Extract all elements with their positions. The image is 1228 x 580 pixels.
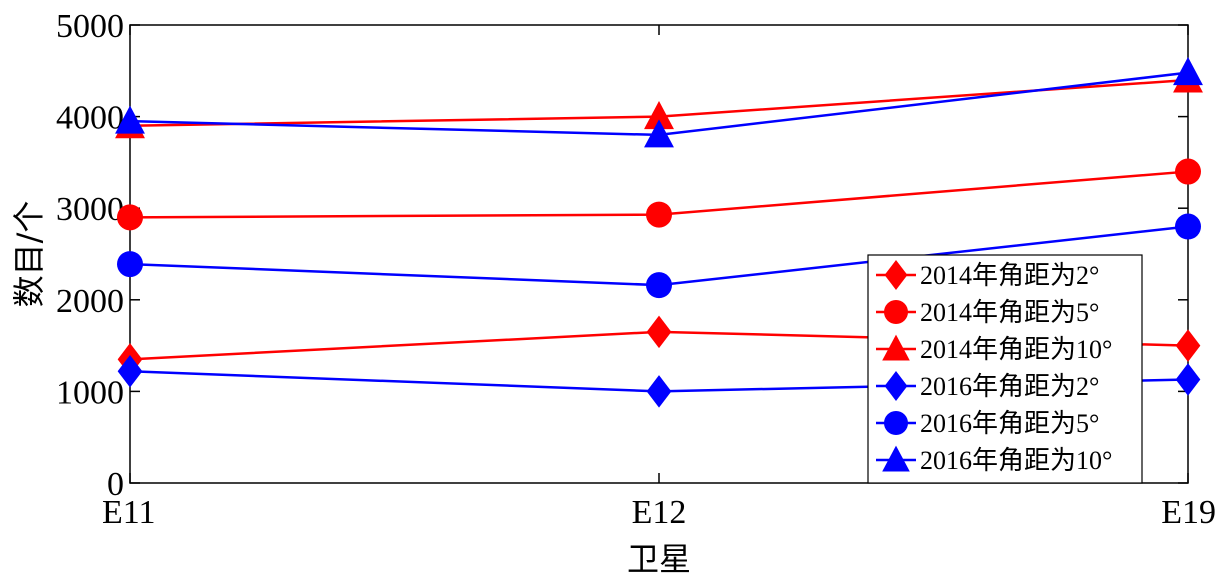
data-point bbox=[644, 101, 674, 130]
x-tick-label: E19 bbox=[1161, 494, 1216, 531]
series-2 bbox=[117, 158, 1201, 231]
legend-item: 2016年角距为2° bbox=[876, 371, 1099, 401]
y-tick-label: 0 bbox=[107, 466, 124, 503]
legend-label: 2014年角距为10° bbox=[920, 335, 1112, 364]
legend-marker bbox=[884, 411, 908, 435]
data-point bbox=[646, 375, 672, 408]
data-point bbox=[1175, 363, 1201, 396]
series-layer bbox=[115, 57, 1203, 408]
data-point bbox=[1175, 158, 1201, 185]
legend-label: 2014年角距为2° bbox=[920, 261, 1099, 290]
legend-marker bbox=[884, 371, 908, 401]
data-point bbox=[1175, 329, 1201, 362]
x-axis: E11 E12 E19 bbox=[102, 25, 1216, 531]
y-axis: 0 1000 2000 3000 4000 5000 bbox=[56, 8, 1188, 503]
legend-item: 2016年角距为5° bbox=[876, 409, 1099, 438]
x-tick-label: E12 bbox=[632, 494, 687, 531]
legend-box bbox=[867, 254, 1143, 484]
legend-label: 2014年角距为5° bbox=[920, 298, 1099, 327]
y-tick-label: 4000 bbox=[56, 100, 124, 137]
legend-item: 2014年角距为10° bbox=[876, 334, 1112, 364]
legend-item: 2014年角距为2° bbox=[876, 260, 1099, 290]
y-tick-label: 2000 bbox=[56, 283, 124, 320]
data-point bbox=[1175, 213, 1201, 240]
legend: 2014年角距为2° 2014年角距为5° 2014年角距为10° 2016年角距为2… bbox=[867, 254, 1143, 484]
data-point bbox=[644, 119, 674, 148]
data-point bbox=[646, 201, 672, 228]
x-tick-label: E11 bbox=[102, 494, 156, 531]
series-5 bbox=[117, 213, 1201, 299]
legend-label: 2016年角距为10° bbox=[920, 446, 1112, 475]
y-tick-label: 3000 bbox=[56, 191, 124, 228]
data-point bbox=[117, 204, 143, 231]
data-point bbox=[117, 251, 143, 278]
y-tick-label: 5000 bbox=[56, 8, 124, 45]
legend-item: 2016年角距为10° bbox=[876, 445, 1112, 475]
y-axis-label: 数目/个 bbox=[10, 201, 48, 308]
legend-item: 2014年角距为5° bbox=[876, 298, 1099, 327]
data-point bbox=[115, 105, 145, 134]
legend-label: 2016年角距为5° bbox=[920, 409, 1099, 438]
x-axis-label: 卫星 bbox=[627, 540, 691, 578]
data-point bbox=[646, 272, 672, 299]
legend-marker bbox=[884, 300, 908, 324]
legend-label: 2016年角距为2° bbox=[920, 372, 1099, 401]
legend-marker bbox=[882, 334, 910, 361]
data-point bbox=[646, 315, 672, 349]
legend-marker bbox=[882, 445, 910, 472]
series-6 bbox=[115, 57, 1203, 148]
data-point bbox=[117, 354, 143, 388]
legend-marker bbox=[884, 260, 908, 290]
data-point bbox=[1173, 57, 1203, 86]
y-tick-label: 1000 bbox=[56, 374, 124, 411]
